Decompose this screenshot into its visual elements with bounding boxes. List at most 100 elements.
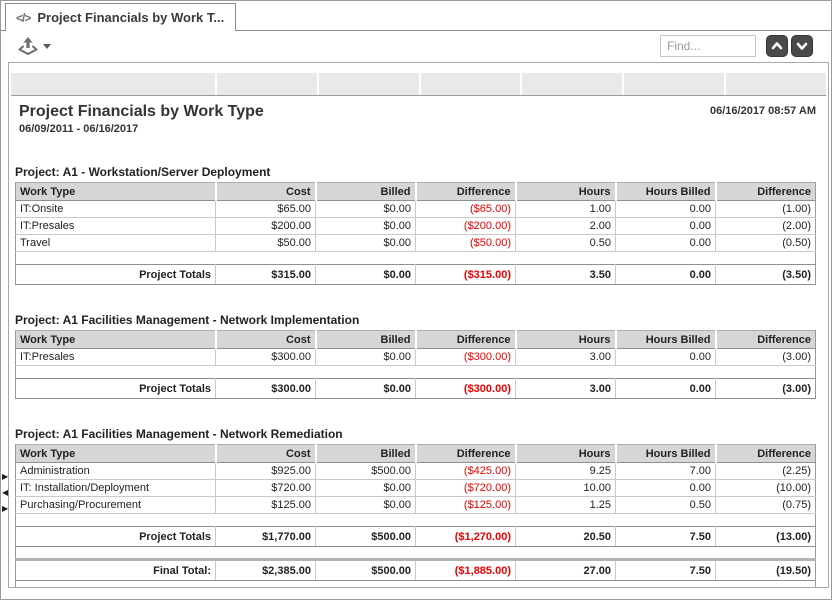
- table-cell: $0.00: [315, 496, 416, 514]
- report-title: Project Financials by Work Type: [19, 103, 264, 120]
- find-next-button[interactable]: [791, 35, 813, 57]
- column-header-cell: [11, 73, 215, 95]
- export-icon: [18, 37, 38, 55]
- section-title: Project: A1 Facilities Management - Netw…: [15, 427, 343, 441]
- table-cell: $0.00: [315, 264, 416, 285]
- table-cell: $200.00: [215, 217, 316, 235]
- table-cell: $500.00: [315, 462, 416, 480]
- table-row: IT:Onsite $65.00 $0.00 ($65.00) 1.00 0.00 (1.0…: [15, 200, 816, 218]
- spacer-row-cell: [15, 365, 816, 379]
- table-cell: $1,770.00: [215, 526, 316, 547]
- table-cell: 20.50: [515, 526, 616, 547]
- table-cell: ($720.00): [415, 479, 516, 497]
- export-button[interactable]: [15, 35, 53, 59]
- table-cell: $0.00: [315, 479, 416, 497]
- column-header: Difference: [714, 444, 816, 463]
- tab-project-financials[interactable]: </> Project Financials by Work T...: [5, 3, 236, 31]
- table-cell: ($425.00): [415, 462, 516, 480]
- table-cell: 2.00: [515, 217, 616, 235]
- find-controls: [660, 35, 813, 57]
- financials-table: Work Type Cost Billed Difference Hours Hours …: [15, 330, 816, 399]
- table-cell: $500.00: [315, 526, 416, 547]
- table-cell: (13.00): [715, 526, 816, 547]
- triangle-right-icon[interactable]: ▶: [2, 472, 9, 481]
- triangle-right-icon[interactable]: ▶: [2, 504, 9, 513]
- column-header: Difference: [714, 182, 816, 201]
- find-previous-button[interactable]: [766, 35, 788, 57]
- table-row: IT:Presales $300.00 $0.00 ($300.00) 3.00 0.00…: [15, 348, 816, 366]
- column-header: Difference: [714, 330, 816, 349]
- column-header: Difference: [414, 330, 516, 349]
- table-cell: $2,385.00: [215, 558, 316, 581]
- table-cell: Project Totals: [15, 526, 216, 547]
- table-cell: (3.00): [715, 378, 816, 399]
- table-cell: 0.00: [615, 479, 716, 497]
- table-cell: 0.00: [615, 348, 716, 366]
- column-header: Cost: [214, 182, 316, 201]
- table-cell: 3.00: [515, 378, 616, 399]
- column-header: Hours Billed: [614, 182, 716, 201]
- column-header-cell: [216, 73, 317, 95]
- table-cell: 1.25: [515, 496, 616, 514]
- report-date-range: 06/09/2011 - 06/16/2017: [19, 123, 139, 135]
- table-cell: (2.00): [715, 217, 816, 235]
- column-header: Work Type: [15, 330, 216, 349]
- table-cell: ($300.00): [415, 378, 516, 399]
- table-cell: $315.00: [215, 264, 316, 285]
- code-icon: </>: [16, 10, 31, 25]
- table-cell: 3.00: [515, 348, 616, 366]
- table-row: IT:Presales $200.00 $0.00 ($200.00) 2.00 0.00…: [15, 217, 816, 235]
- column-header: Work Type: [15, 444, 216, 463]
- table-cell: Purchasing/Procurement: [15, 496, 216, 514]
- project-totals-row: Project Totals $315.00 $0.00 ($315.00) 3.50 0…: [15, 264, 816, 285]
- report-section: Project: A1 - Workstation/Server Deploym…: [15, 165, 816, 285]
- table-cell: 0.00: [615, 378, 716, 399]
- table-cell: ($315.00): [415, 264, 516, 285]
- column-header: Billed: [314, 444, 416, 463]
- toolbar: [1, 31, 831, 62]
- table-cell: ($65.00): [415, 200, 516, 218]
- table-cell: $0.00: [315, 217, 416, 235]
- column-header-cell: [624, 73, 725, 95]
- table-cell: 0.00: [615, 264, 716, 285]
- table-cell: $125.00: [215, 496, 316, 514]
- table-cell: Project Totals: [15, 378, 216, 399]
- table-cell: ($1,270.00): [415, 526, 516, 547]
- column-header: Cost: [214, 330, 316, 349]
- table-cell: (0.75): [715, 496, 816, 514]
- column-header-cell: [726, 73, 826, 95]
- spacer-row-cell: [15, 513, 816, 527]
- table-cell: 3.50: [515, 264, 616, 285]
- table-cell: IT: Installation/Deployment: [15, 479, 216, 497]
- table-row: Purchasing/Procurement $125.00 $0.00 ($125.…: [15, 496, 816, 514]
- column-header: Hours: [514, 330, 616, 349]
- table-cell: ($1,885.00): [415, 558, 516, 581]
- find-input[interactable]: [660, 35, 756, 57]
- report-page: Project Financials by Work Type 06/09/20…: [9, 96, 828, 587]
- table-cell: ($125.00): [415, 496, 516, 514]
- table-cell: 7.50: [615, 558, 716, 581]
- table-cell: $720.00: [215, 479, 316, 497]
- gap-row: [15, 546, 816, 560]
- column-header: Hours: [514, 182, 616, 201]
- table-cell: 9.25: [515, 462, 616, 480]
- column-header-strip: [11, 73, 826, 96]
- table-cell: $0.00: [315, 200, 416, 218]
- column-header: Hours Billed: [614, 444, 716, 463]
- table-header-row: Work Type Cost Billed Difference Hours Hours …: [15, 182, 816, 201]
- table-cell: Final Total:: [15, 558, 216, 581]
- table-cell: IT:Presales: [15, 348, 216, 366]
- table-cell: $0.00: [315, 234, 416, 252]
- triangle-left-icon[interactable]: ◀: [2, 488, 9, 497]
- report-sections: Project: A1 - Workstation/Server Deploym…: [15, 165, 816, 587]
- final-total-row: Final Total: $2,385.00 $500.00 ($1,885.00) 2…: [15, 558, 816, 581]
- table-cell: 0.00: [615, 217, 716, 235]
- table-cell: (3.00): [715, 348, 816, 366]
- table-cell: Project Totals: [15, 264, 216, 285]
- table-cell: $300.00: [215, 378, 316, 399]
- report-header: Project Financials by Work Type 06/09/20…: [15, 103, 816, 135]
- column-header: Difference: [414, 182, 516, 201]
- column-header: Billed: [314, 330, 416, 349]
- table-cell: (3.50): [715, 264, 816, 285]
